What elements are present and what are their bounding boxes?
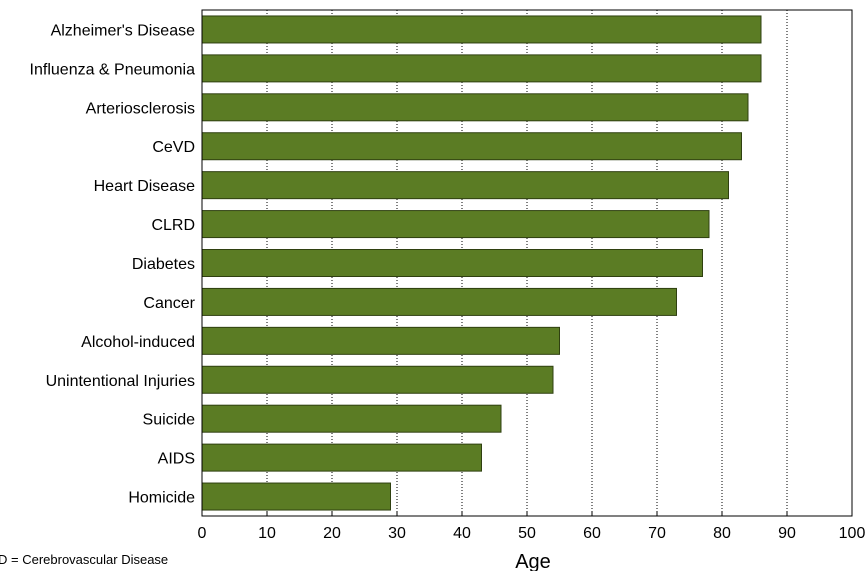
category-label: Cancer <box>143 295 195 312</box>
bar <box>201 482 391 511</box>
plot-frame <box>201 9 853 517</box>
x-tick-label: 30 <box>388 525 406 542</box>
bars <box>201 15 762 511</box>
x-tick-label: 40 <box>453 525 471 542</box>
bar <box>201 210 710 239</box>
category-label: Unintentional Injuries <box>46 373 195 390</box>
category-label: Influenza & Pneumonia <box>30 61 196 78</box>
category-label: AIDS <box>158 451 195 468</box>
bar <box>201 443 482 472</box>
category-label: CeVD <box>152 139 195 156</box>
category-label: Alzheimer's Disease <box>51 22 196 39</box>
category-labels: Alzheimer's Disease Influenza & Pneumonia… <box>30 22 196 506</box>
x-tick-label: 70 <box>648 525 666 542</box>
footnote: D = Cerebrovascular Disease <box>0 552 168 567</box>
bar <box>201 249 703 277</box>
bar <box>201 93 749 122</box>
category-label: Homicide <box>128 490 195 507</box>
bar <box>201 365 554 394</box>
x-axis-label: Age <box>515 551 551 571</box>
x-ticks: 0 10 20 30 40 50 60 70 80 90 100 <box>198 511 865 542</box>
bar <box>201 132 742 161</box>
x-tick-label: 80 <box>713 525 731 542</box>
category-label: Arteriosclerosis <box>86 100 195 117</box>
bar <box>201 404 502 433</box>
category-label: Suicide <box>143 412 196 429</box>
category-label: Heart Disease <box>94 178 195 195</box>
bar <box>201 171 729 200</box>
category-label: Diabetes <box>132 256 195 273</box>
bar <box>201 15 762 44</box>
x-tick-label: 100 <box>839 525 865 542</box>
category-label: CLRD <box>151 217 195 234</box>
x-tick-label: 0 <box>198 525 207 542</box>
x-tick-label: 90 <box>778 525 796 542</box>
x-tick-label: 60 <box>583 525 601 542</box>
x-tick-label: 50 <box>518 525 536 542</box>
x-tick-label: 20 <box>323 525 341 542</box>
bar <box>201 326 560 355</box>
bar <box>201 54 762 83</box>
x-tick-label: 10 <box>258 525 276 542</box>
bar <box>201 287 677 316</box>
category-label: Alcohol-induced <box>81 334 195 351</box>
